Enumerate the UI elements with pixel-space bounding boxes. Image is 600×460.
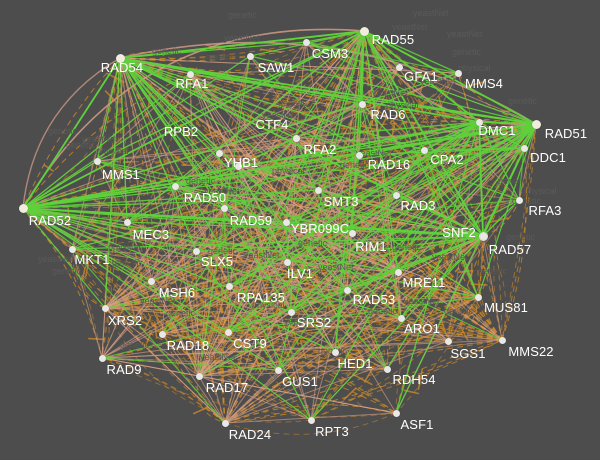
graph-node-rad57[interactable] [479,232,487,240]
graph-node-cst9[interactable] [224,328,232,336]
graph-node-rpa135[interactable] [225,282,233,290]
graph-node-rad53[interactable] [343,286,351,294]
graph-node-rfa3[interactable] [515,196,523,204]
graph-node-ilv1[interactable] [283,258,291,266]
graph-node-mus81[interactable] [474,293,482,301]
graph-node-xrs2[interactable] [101,304,109,312]
graph-node-rdh54[interactable] [383,365,391,373]
graph-node-rad59[interactable] [220,204,228,212]
graph-node-rad52[interactable] [18,203,28,213]
graph-node-rad18[interactable] [158,330,166,338]
graph-node-rad16[interactable] [355,151,363,159]
graph-node-rad54[interactable] [115,53,125,63]
graph-node-rpb2dot[interactable] [234,162,242,170]
graph-node-rad51[interactable] [531,119,541,129]
graph-node-ybr099c[interactable] [282,218,290,226]
graph-node-gus1[interactable] [274,366,282,374]
graph-node-rfa1[interactable] [186,70,194,78]
graph-node-gfa1[interactable] [395,63,403,71]
graph-node-rad6[interactable] [358,100,366,108]
graph-node-dmc1[interactable] [475,118,483,126]
graph-node-asf1[interactable] [392,409,400,417]
graph-node-mre11[interactable] [394,268,402,276]
graph-node-rad3[interactable] [392,191,400,199]
graph-node-cpa2[interactable] [420,146,428,154]
graph-node-rad24[interactable] [221,419,229,427]
graph-node-saw1[interactable] [246,52,254,60]
graph-node-mec3[interactable] [123,218,131,226]
graph-node-smt3[interactable] [314,186,322,194]
graph-node-sgs1[interactable] [444,337,452,345]
graph-node-csm3[interactable] [302,38,310,46]
graph-node-hed1[interactable] [331,348,339,356]
graph-node-msh6[interactable] [147,277,155,285]
graph-node-mms22[interactable] [498,336,506,344]
graph-node-mkt1[interactable] [68,245,76,253]
graph-node-rpt3[interactable] [307,416,315,424]
graph-node-srs2[interactable] [287,308,295,316]
graph-node-mms4[interactable] [454,69,462,77]
graph-node-rfa2[interactable] [292,134,300,142]
graph-node-rim1[interactable] [348,229,356,237]
graph-node-aro1[interactable] [397,314,405,322]
graph-node-ddc1[interactable] [520,144,528,152]
graph-node-yhb1[interactable] [215,149,223,157]
graph-node-rad9[interactable] [98,354,106,362]
graph-node-slx5[interactable] [192,247,200,255]
graph-node-mms1[interactable] [93,157,101,165]
graph-node-rad17[interactable] [195,372,203,380]
graph-node-rad55[interactable] [359,26,369,36]
graph-node-rad50[interactable] [171,182,179,190]
